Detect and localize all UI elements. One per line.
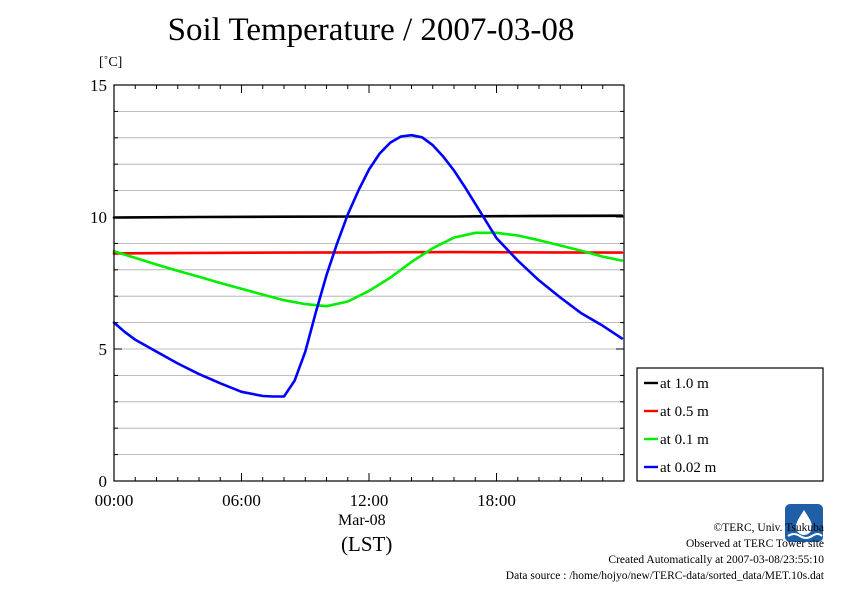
y-tick-label: 10 — [90, 208, 107, 227]
x-tick-label: 18:00 — [477, 491, 516, 510]
series-line — [112, 231, 624, 308]
legend-label: at 0.5 m — [660, 404, 709, 420]
plot-frame — [113, 84, 625, 482]
credits-block: ©TERC, Univ. Tsukuba Observed at TERC To… — [506, 520, 824, 584]
y-tick-label: 5 — [99, 340, 108, 359]
series-line — [112, 250, 624, 255]
x-axis-date-label: Mar-08 — [338, 512, 386, 529]
x-tick-label: 00:00 — [95, 491, 134, 510]
legend-box — [636, 367, 824, 482]
legend-label: at 1.0 m — [660, 376, 709, 392]
credit-source: Data source : /home/hojyo/new/TERC-data/… — [505, 570, 824, 582]
credit-created: Created Automatically at 2007-03-08/23:5… — [608, 554, 824, 566]
y-axis-unit: [˚C] — [99, 55, 123, 70]
chart-title: Soil Temperature / 2007-03-08 — [167, 12, 575, 48]
legend-label: at 0.1 m — [660, 432, 709, 448]
series-line — [112, 133, 624, 398]
x-tick-label: 12:00 — [350, 491, 389, 510]
credit-copyright: ©TERC, Univ. Tsukuba — [713, 522, 824, 534]
y-tick-label: 0 — [99, 472, 108, 491]
terc-logo-icon — [785, 504, 823, 542]
y-tick-label: 15 — [90, 76, 107, 95]
credit-site: Observed at TERC Tower site — [685, 538, 824, 550]
x-axis-title: (LST) — [341, 532, 393, 556]
legend-label: at 0.02 m — [660, 460, 717, 476]
series-line — [112, 214, 624, 219]
x-tick-label: 06:00 — [222, 491, 261, 510]
